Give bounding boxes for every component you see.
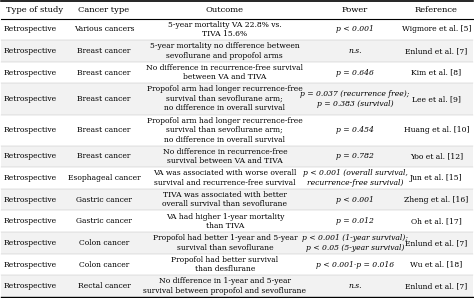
Text: Kim et al. [8]: Kim et al. [8] <box>411 69 462 77</box>
Text: Various cancers: Various cancers <box>74 25 134 33</box>
Text: TIVA was associated with better
overall survival than sevoflurane: TIVA was associated with better overall … <box>162 191 287 208</box>
Text: Retrospective: Retrospective <box>4 25 57 33</box>
Bar <box>1 254 473 275</box>
Text: Zheng et al. [16]: Zheng et al. [16] <box>404 196 469 204</box>
Text: Esophageal cancer: Esophageal cancer <box>68 174 140 182</box>
Text: 5-year mortality VA 22.8% vs.
TIVA 15.6%: 5-year mortality VA 22.8% vs. TIVA 15.6% <box>168 21 282 38</box>
Text: Cancer type: Cancer type <box>78 6 129 14</box>
Text: No difference in recurrence-free
survival between VA and TIVA: No difference in recurrence-free surviva… <box>163 148 287 165</box>
Text: Retrospective: Retrospective <box>4 196 57 204</box>
Text: Lee et al. [9]: Lee et al. [9] <box>412 95 461 103</box>
Text: Retrospective: Retrospective <box>4 239 57 247</box>
Text: Wu et al. [18]: Wu et al. [18] <box>410 260 463 268</box>
Text: Jun et al. [15]: Jun et al. [15] <box>410 174 463 182</box>
Text: Retrospective: Retrospective <box>4 260 57 268</box>
Bar <box>1 114 473 145</box>
Text: p < 0.001 (1-year survival);
p < 0.05 (5-year survival): p < 0.001 (1-year survival); p < 0.05 (5… <box>302 234 408 252</box>
Text: Propofol arm had longer recurrence-free
survival than sevoflurane arm;
no differ: Propofol arm had longer recurrence-free … <box>147 117 303 144</box>
Bar <box>1 40 473 62</box>
Bar <box>1 62 473 83</box>
Text: No difference in recurrence-free survival
between VA and TIVA: No difference in recurrence-free surviva… <box>146 64 303 81</box>
Text: Retrospective: Retrospective <box>4 47 57 55</box>
Bar <box>1 232 473 254</box>
Text: Breast cancer: Breast cancer <box>77 126 131 134</box>
Text: Rectal cancer: Rectal cancer <box>78 282 130 290</box>
Bar <box>1 275 473 297</box>
Text: Enlund et al. [7]: Enlund et al. [7] <box>405 282 467 290</box>
Text: Breast cancer: Breast cancer <box>77 152 131 160</box>
Text: Propofol had better 1-year and 5-year
survival than sevoflurane: Propofol had better 1-year and 5-year su… <box>153 234 297 252</box>
Bar <box>1 210 473 232</box>
Text: No difference in 1-year and 5-year
survival between propofol and sevoflurane: No difference in 1-year and 5-year survi… <box>143 277 306 295</box>
Text: p = 0.454: p = 0.454 <box>336 126 374 134</box>
Text: Colon cancer: Colon cancer <box>79 260 129 268</box>
Text: VA was associated with worse overall
survival and recurrence-free survival: VA was associated with worse overall sur… <box>153 169 297 187</box>
Bar <box>1 145 473 167</box>
Text: Retrospective: Retrospective <box>4 126 57 134</box>
Text: p = 0.037 (recurrence free);
p = 0.383 (survival): p = 0.037 (recurrence free); p = 0.383 (… <box>301 90 410 108</box>
Text: Huang et al. [10]: Huang et al. [10] <box>404 126 469 134</box>
Text: Retrospective: Retrospective <box>4 174 57 182</box>
Text: Retrospective: Retrospective <box>4 282 57 290</box>
Text: 5-year mortality no difference between
sevoflurane and propofol arms: 5-year mortality no difference between s… <box>150 42 300 60</box>
Text: VA had higher 1-year mortality
than TIVA: VA had higher 1-year mortality than TIVA <box>165 212 284 230</box>
Text: Retrospective: Retrospective <box>4 69 57 77</box>
Text: n.s.: n.s. <box>348 282 362 290</box>
Text: p < 0.001 (overall survival,
recurrence-free survival): p < 0.001 (overall survival, recurrence-… <box>303 169 408 187</box>
Text: Retrospective: Retrospective <box>4 152 57 160</box>
Text: p < 0.001: p < 0.001 <box>336 25 374 33</box>
Text: n.s.: n.s. <box>348 47 362 55</box>
Text: Wigmore et al. [5]: Wigmore et al. [5] <box>401 25 471 33</box>
Text: Breast cancer: Breast cancer <box>77 95 131 103</box>
Text: Oh et al. [17]: Oh et al. [17] <box>411 217 462 225</box>
Text: Propofol had better survival
than desflurane: Propofol had better survival than desflu… <box>171 256 278 273</box>
Text: p = 0.782: p = 0.782 <box>336 152 374 160</box>
Text: Gastric cancer: Gastric cancer <box>76 196 132 204</box>
Bar <box>1 167 473 189</box>
Text: Yoo et al. [12]: Yoo et al. [12] <box>410 152 463 160</box>
Text: Power: Power <box>342 6 368 14</box>
Text: Enlund et al. [7]: Enlund et al. [7] <box>405 47 467 55</box>
Text: Type of study: Type of study <box>6 6 64 14</box>
Bar <box>1 18 473 40</box>
Bar <box>1 189 473 210</box>
Text: p < 0.001·p = 0.016: p < 0.001·p = 0.016 <box>316 260 394 268</box>
Text: Colon cancer: Colon cancer <box>79 239 129 247</box>
Text: p < 0.001: p < 0.001 <box>336 196 374 204</box>
Bar <box>1 83 473 114</box>
Text: p = 0.012: p = 0.012 <box>336 217 374 225</box>
Text: Breast cancer: Breast cancer <box>77 69 131 77</box>
Text: Enlund et al. [7]: Enlund et al. [7] <box>405 239 467 247</box>
Text: Retrospective: Retrospective <box>4 95 57 103</box>
Text: Outcome: Outcome <box>206 6 244 14</box>
Text: Retrospective: Retrospective <box>4 217 57 225</box>
Text: Breast cancer: Breast cancer <box>77 47 131 55</box>
Text: p = 0.646: p = 0.646 <box>336 69 374 77</box>
Text: Reference: Reference <box>415 6 458 14</box>
Text: Propofol arm had longer recurrence-free
survival than sevoflurane arm;
no differ: Propofol arm had longer recurrence-free … <box>147 86 303 112</box>
Text: Gastric cancer: Gastric cancer <box>76 217 132 225</box>
